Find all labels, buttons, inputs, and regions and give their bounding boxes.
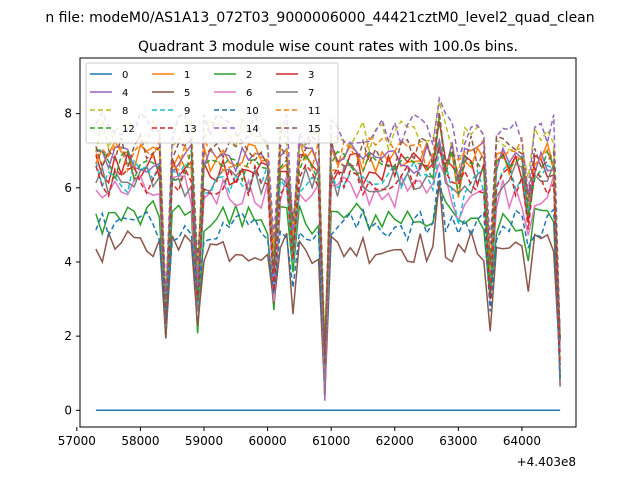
series-line-14 (95, 95, 561, 401)
series-line-10 (95, 171, 561, 381)
legend-label-15: 15 (308, 124, 321, 135)
figure-suptitle: n file: modeM0/AS1A13_072T03_9000006000_… (45, 10, 594, 26)
x-tick-label: 64000 (503, 434, 541, 448)
y-tick-label: 4 (64, 255, 72, 269)
series-line-11 (95, 116, 561, 397)
legend-label-1: 1 (184, 70, 190, 81)
y-tick-label: 6 (64, 181, 72, 195)
x-tick-label: 61000 (312, 434, 350, 448)
x-tick-label: 57000 (58, 434, 96, 448)
x-tick-label: 59000 (185, 434, 223, 448)
x-axis: 57000 58000 59000 60000 61000 62000 63000 64000 (58, 427, 541, 448)
legend-label-14: 14 (246, 124, 259, 135)
x-tick-label: 63000 (439, 434, 477, 448)
legend-label-2: 2 (246, 70, 252, 81)
legend-label-13: 13 (184, 124, 197, 135)
series-group (95, 95, 561, 412)
legend-label-0: 0 (122, 70, 128, 81)
legend-label-12: 12 (122, 124, 135, 135)
y-tick-label: 0 (64, 403, 72, 417)
legend-label-11: 11 (308, 106, 321, 117)
legend-label-4: 4 (122, 88, 128, 99)
legend-label-6: 6 (246, 88, 252, 99)
plot-frame (79, 57, 577, 428)
y-axis: 0 2 4 6 8 (64, 107, 80, 417)
legend-label-8: 8 (122, 106, 128, 117)
legend-label-10: 10 (246, 106, 259, 117)
legend-box (85, 62, 339, 144)
legend-label-9: 9 (184, 106, 190, 117)
legend-label-3: 3 (308, 70, 314, 81)
x-tick-label: 58000 (121, 434, 159, 448)
series-line-5 (95, 180, 561, 396)
chart-title: Quadrant 3 module wise count rates with … (138, 39, 518, 55)
legend-label-5: 5 (184, 88, 190, 99)
legend-label-7: 7 (308, 88, 314, 99)
x-tick-label: 62000 (376, 434, 414, 448)
y-tick-label: 8 (64, 107, 72, 121)
y-tick-label: 2 (64, 329, 72, 343)
x-tick-label: 60000 (248, 434, 286, 448)
x-offset-text: +4.403e8 (517, 455, 576, 469)
